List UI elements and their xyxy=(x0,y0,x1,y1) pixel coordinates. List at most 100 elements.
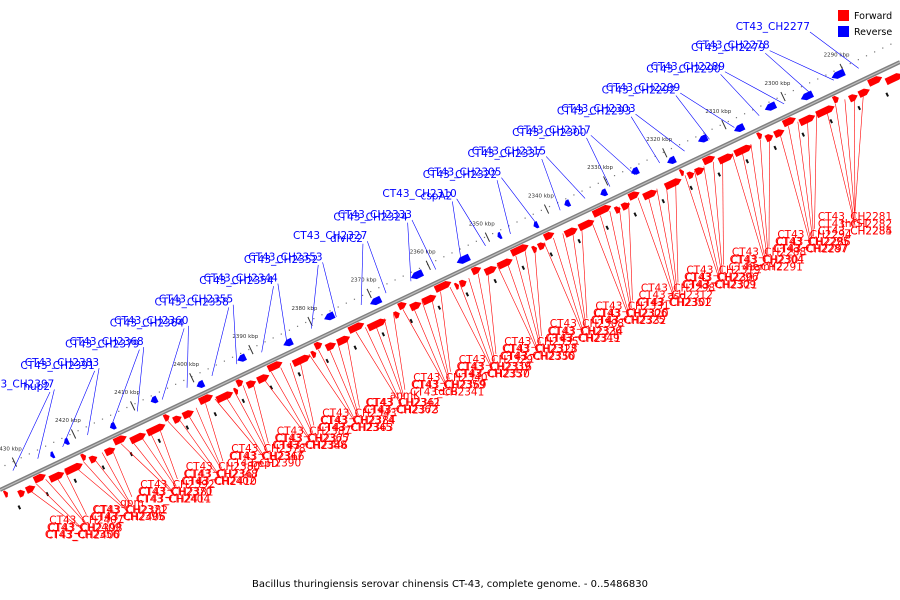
gene-label: CT43_CH2313 xyxy=(502,343,576,355)
gene-label: hup2 xyxy=(23,381,50,393)
label-leader xyxy=(195,407,223,469)
reverse-gene xyxy=(109,422,117,430)
gene-label: CT43_CH2307 xyxy=(685,272,759,284)
scale-dot xyxy=(500,229,502,231)
scale-tick xyxy=(425,260,431,271)
forward-gene xyxy=(764,134,774,143)
scale-tick-label: 2400 kbp xyxy=(173,362,199,368)
scale-dot xyxy=(370,290,372,293)
scale-dot xyxy=(345,302,347,304)
label-leader xyxy=(211,307,230,377)
label-leader xyxy=(722,157,724,265)
gene-label: CT43_CH2400 xyxy=(46,529,120,541)
label-leader xyxy=(421,300,449,380)
label-leader xyxy=(186,412,221,469)
scale-dot xyxy=(28,453,30,455)
scale-dot xyxy=(248,348,250,351)
scale-dot xyxy=(792,89,794,92)
reverse-gene xyxy=(410,269,424,280)
label-leader xyxy=(778,130,811,244)
gene-label: CT43_CH2325 xyxy=(591,315,665,327)
gene-label: CT43_CH2365 xyxy=(275,433,349,445)
gene-label: CT43_CH2331 xyxy=(595,300,669,312)
reverse-gene xyxy=(533,221,540,229)
scale-dot xyxy=(118,410,120,412)
scale-dot xyxy=(573,194,575,196)
scale-dot xyxy=(191,375,193,378)
reverse-gene xyxy=(800,90,814,101)
forward-gene xyxy=(613,206,621,214)
feature-mark xyxy=(801,132,805,137)
scale-dot xyxy=(264,341,266,343)
scale-dot xyxy=(467,244,469,246)
forward-gene xyxy=(366,318,387,332)
gene-label: CT43_CH2321 xyxy=(683,279,757,291)
scale-dot xyxy=(435,260,437,262)
scale-dot xyxy=(670,147,673,150)
label-leader xyxy=(680,92,735,128)
gene-label: CT43_CH2305 xyxy=(427,167,501,179)
scale-dot xyxy=(215,364,217,366)
forward-gene xyxy=(831,95,839,104)
label-leader xyxy=(618,206,632,308)
scale-dot xyxy=(77,430,79,432)
scale-tick-label: 2430 kbp xyxy=(0,446,22,452)
forward-gene xyxy=(701,155,716,166)
scale-dot xyxy=(581,190,583,192)
gene-label: CT43_CH2287 xyxy=(773,243,847,255)
feature-mark xyxy=(269,385,274,390)
forward-gene xyxy=(256,374,270,384)
forward-gene xyxy=(577,219,595,232)
gene-label: CT43_CH2343 xyxy=(322,408,396,420)
gene-label: hemY2 xyxy=(746,261,782,273)
scale-tick-label: 2410 kbp xyxy=(114,390,140,396)
gene-label: CT43_CH2402 xyxy=(181,475,255,487)
scale-dot xyxy=(158,391,160,393)
label-leader xyxy=(635,113,685,152)
label-leader xyxy=(327,345,358,415)
gene-label: CT43_CH2326 xyxy=(548,325,623,337)
gene-label: CT43_CH2294 xyxy=(777,229,852,241)
feature-mark xyxy=(549,252,554,257)
gene-label: CT43_CH2346 xyxy=(273,440,348,452)
label-leader xyxy=(205,403,224,462)
forward-gene xyxy=(483,266,497,276)
forward-gene xyxy=(453,282,459,290)
label-leader xyxy=(383,318,405,398)
gene-label: CT43_CH2289 xyxy=(651,61,725,73)
scale-tick xyxy=(248,344,254,355)
label-leader xyxy=(788,126,812,244)
gene-label: CT43_CH2384 xyxy=(321,415,396,427)
legend-reverse-label: Reverse xyxy=(854,27,892,38)
label-leader xyxy=(37,389,55,459)
label-leader xyxy=(637,197,674,297)
forward-gene xyxy=(233,387,239,395)
gene-label: CT43_CH2352 xyxy=(244,254,318,266)
scale-dot xyxy=(695,136,697,138)
label-leader xyxy=(148,430,177,487)
forward-gene xyxy=(245,380,257,389)
scale-dot xyxy=(459,248,461,250)
gene-label: anmK xyxy=(390,390,421,402)
label-leader xyxy=(54,474,86,523)
label-leader xyxy=(87,368,100,436)
gene-label: CT43_CH2285 xyxy=(818,225,892,237)
scale-tick-label: 2300 kbp xyxy=(765,81,791,87)
label-leader xyxy=(703,166,722,272)
forward-gene xyxy=(531,245,538,254)
scale-dot xyxy=(44,445,47,447)
legend-forward-label: Forward xyxy=(854,11,892,22)
label-leader xyxy=(468,278,495,362)
scale-dot xyxy=(402,275,404,277)
scale-tick-label: 2420 kbp xyxy=(55,418,81,424)
gene-label: CT43_CH2297 xyxy=(774,244,848,256)
label-leader xyxy=(177,416,220,477)
forward-gene xyxy=(536,242,546,251)
gene-label: CT43_CH2407 xyxy=(49,515,123,527)
forward-gene xyxy=(336,335,351,346)
scale-dot xyxy=(85,426,87,428)
scale-dot xyxy=(548,205,551,208)
label-leader xyxy=(232,304,238,365)
forward-gene xyxy=(181,410,194,420)
gene-label: CT43_CH2333 xyxy=(338,209,412,221)
